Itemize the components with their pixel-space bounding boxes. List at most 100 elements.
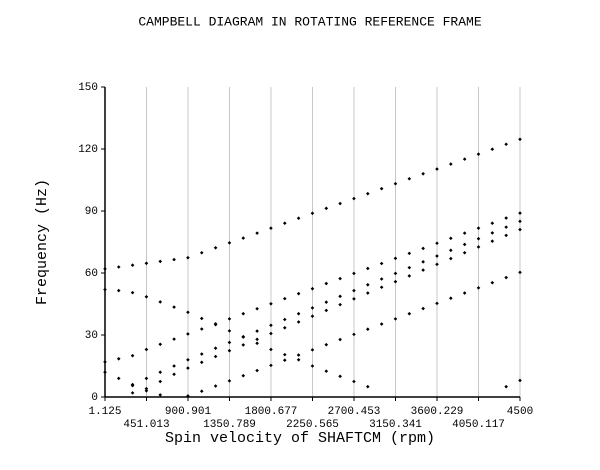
x-tick-label: 2700.453 xyxy=(328,406,381,418)
point xyxy=(282,296,287,301)
point xyxy=(365,384,370,389)
point xyxy=(213,346,218,351)
point xyxy=(379,322,384,326)
point xyxy=(407,251,412,256)
point xyxy=(227,379,232,383)
y-tick-label: 0 xyxy=(91,392,98,404)
point xyxy=(352,297,356,301)
point xyxy=(310,314,315,318)
point xyxy=(462,231,467,235)
point xyxy=(227,241,232,245)
x-axis-label: Spin velocity of SHAFTCM (rpm) xyxy=(165,430,435,447)
point xyxy=(144,347,149,352)
point xyxy=(435,262,439,267)
point xyxy=(338,337,342,342)
point xyxy=(504,233,508,238)
point xyxy=(338,374,342,379)
point xyxy=(199,316,204,321)
point xyxy=(269,226,273,230)
point xyxy=(338,294,342,299)
point xyxy=(241,373,246,378)
x-tick-label: 1350.789 xyxy=(203,419,256,431)
point xyxy=(393,271,398,276)
point xyxy=(324,281,329,286)
point xyxy=(130,263,135,267)
x-tick-label: 1800.677 xyxy=(245,406,298,418)
point xyxy=(462,291,467,295)
point xyxy=(490,147,495,152)
point xyxy=(338,276,342,281)
y-tick-label: 150 xyxy=(78,82,98,94)
point xyxy=(158,370,163,374)
y-tick-label: 60 xyxy=(85,268,98,280)
point xyxy=(130,383,135,388)
point xyxy=(449,296,453,301)
point xyxy=(158,300,163,304)
point xyxy=(421,260,425,264)
point xyxy=(172,257,176,262)
point xyxy=(213,322,218,326)
point xyxy=(227,317,232,321)
point xyxy=(130,391,135,395)
point xyxy=(449,248,453,253)
point xyxy=(241,343,246,347)
point xyxy=(103,287,107,292)
point xyxy=(158,342,163,347)
point xyxy=(365,327,370,332)
point xyxy=(365,282,370,287)
point xyxy=(213,245,218,250)
point xyxy=(379,261,384,266)
point xyxy=(476,236,481,241)
point xyxy=(172,364,176,368)
x-tick-label: 3150.341 xyxy=(369,419,422,431)
point xyxy=(476,226,481,230)
x-tick-label: 900.901 xyxy=(165,406,212,418)
point xyxy=(352,271,356,276)
point xyxy=(116,265,121,269)
chart-title: CAMPBELL DIAGRAM IN ROTATING REFERENCE F… xyxy=(138,14,481,29)
point xyxy=(490,239,495,243)
point xyxy=(379,277,384,281)
point xyxy=(310,364,315,368)
point xyxy=(186,358,190,362)
point xyxy=(116,376,121,381)
point xyxy=(393,279,398,284)
point xyxy=(421,306,425,311)
point xyxy=(199,250,204,255)
point xyxy=(352,196,356,201)
point xyxy=(324,300,329,304)
point xyxy=(255,231,259,235)
point xyxy=(172,337,176,341)
point xyxy=(407,311,412,316)
point xyxy=(296,291,301,296)
point xyxy=(490,221,495,225)
point xyxy=(186,394,190,398)
point xyxy=(407,176,412,181)
point xyxy=(172,372,176,377)
point xyxy=(199,352,204,356)
point xyxy=(310,348,315,352)
point xyxy=(435,241,439,246)
point xyxy=(421,268,425,272)
point xyxy=(449,256,453,261)
x-tick-label: 4050.117 xyxy=(452,419,505,431)
point xyxy=(269,363,273,368)
point xyxy=(296,320,301,324)
point xyxy=(352,379,356,384)
point xyxy=(255,337,259,342)
point xyxy=(393,317,398,321)
point xyxy=(504,225,508,229)
point xyxy=(130,290,135,295)
point xyxy=(476,152,481,156)
point xyxy=(103,267,107,271)
point xyxy=(282,358,287,363)
point xyxy=(435,301,439,306)
point xyxy=(213,384,218,388)
point xyxy=(199,327,204,331)
point xyxy=(518,219,522,224)
point xyxy=(255,306,259,311)
point xyxy=(462,157,467,161)
point xyxy=(282,325,287,330)
point xyxy=(352,332,356,337)
